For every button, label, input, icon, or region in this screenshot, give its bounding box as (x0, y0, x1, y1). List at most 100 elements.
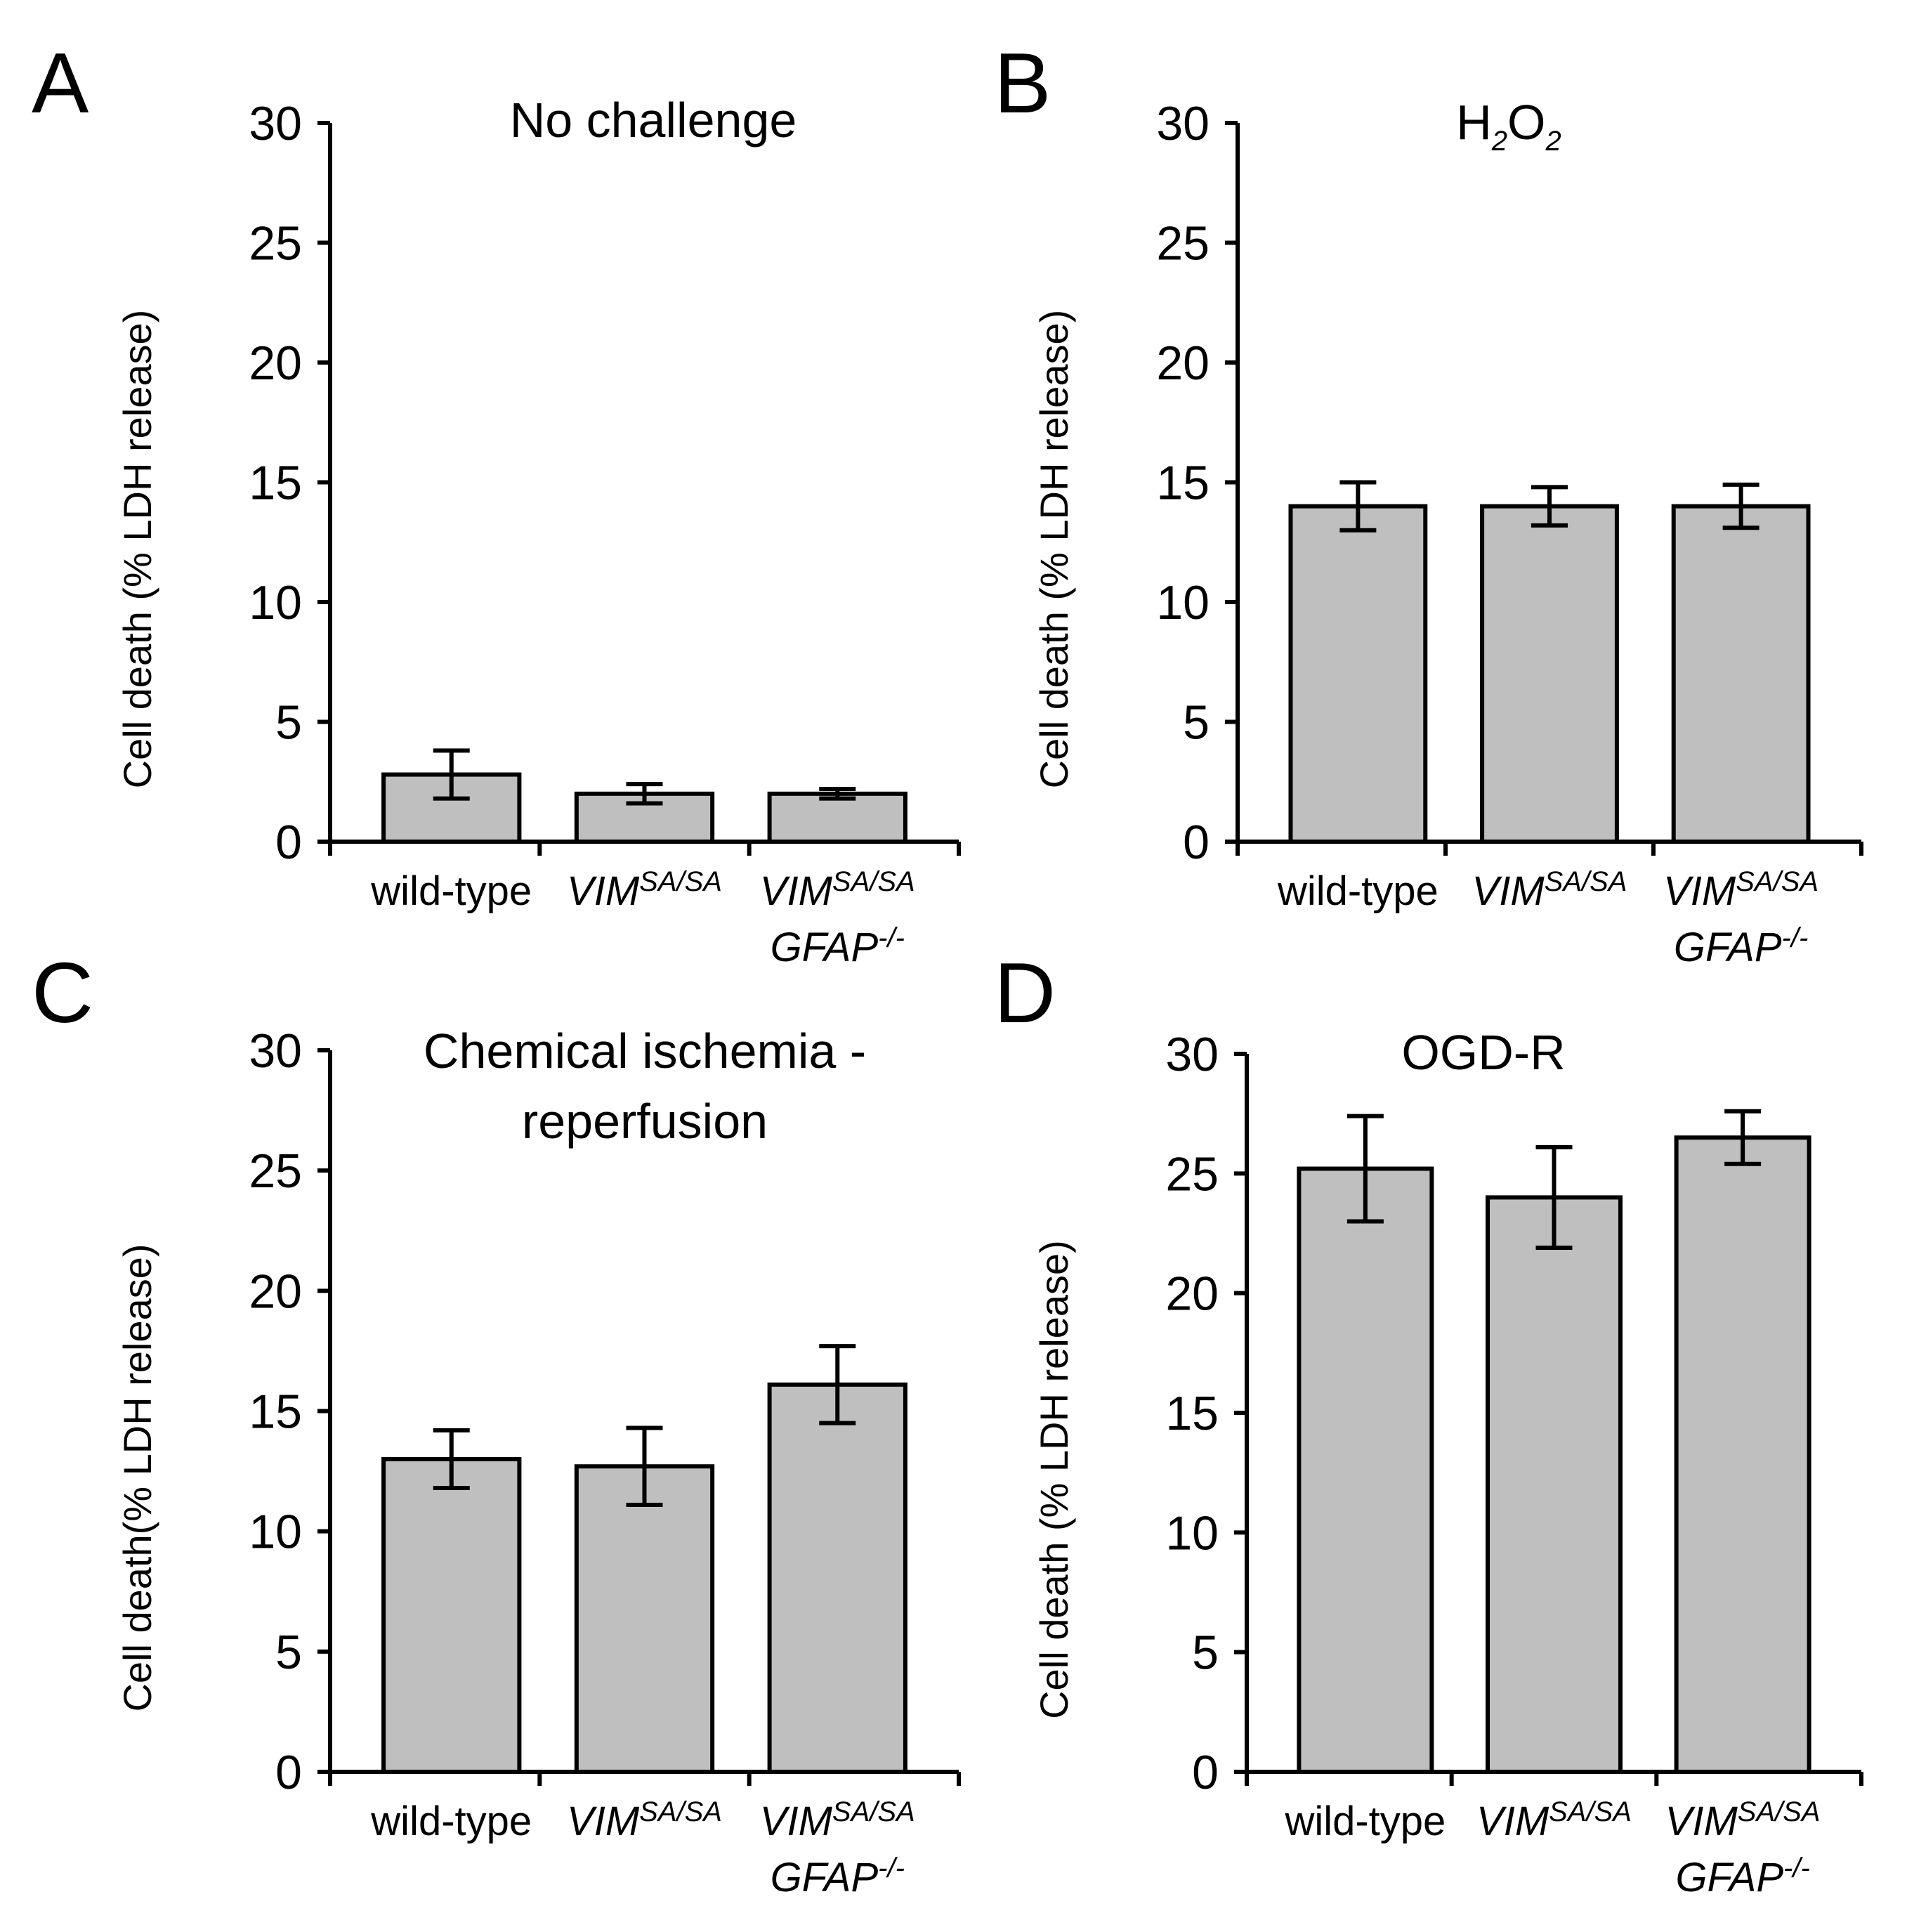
y-tick-label: 5 (1192, 1626, 1219, 1680)
bar (381, 772, 522, 844)
y-tick-label: 0 (1192, 1746, 1219, 1799)
bar (381, 1456, 522, 1774)
bar (767, 1382, 907, 1775)
x-tick-label-gene: VIM (1476, 1799, 1549, 1844)
y-tick-label: 30 (1165, 1028, 1219, 1081)
y-tick-label: 20 (1165, 1267, 1219, 1321)
y-tick-label: 15 (1165, 1387, 1219, 1440)
chart-title: No challenge (510, 93, 797, 148)
bar (574, 1464, 715, 1774)
x-tick-label-gene: GFAP (771, 925, 879, 970)
y-axis-label: Cell death (% LDH release) (1032, 310, 1076, 789)
bar (767, 791, 907, 844)
x-tick-label-superscript: -/- (1783, 1853, 1810, 1884)
x-tick-label-superscript: SA/SA (639, 1796, 722, 1827)
x-tick-label: VIMSA/SA (1665, 1796, 1821, 1844)
x-tick-label: VIMSA/SA (1472, 866, 1627, 914)
panel-letter: C (32, 945, 93, 1040)
panel-letter: D (994, 945, 1056, 1040)
y-tick-label: 5 (275, 1626, 302, 1679)
y-tick-label: 5 (1183, 696, 1210, 750)
x-tick-label-superscript: SA/SA (1738, 1796, 1821, 1827)
y-tick-label: 15 (249, 1385, 302, 1439)
x-tick-label: VIMSA/SA (760, 1796, 915, 1844)
chart-title: Chemical ischemia - reperfusion (424, 1024, 866, 1149)
x-tick-label-gene: VIM (760, 868, 833, 914)
title-subscript: 2 (1545, 126, 1561, 157)
bar (1288, 504, 1428, 844)
chart-title: OGD-R (1401, 1025, 1565, 1080)
y-tick-label: 10 (249, 1506, 302, 1559)
bar (1674, 1135, 1811, 1774)
y-tick-label: 25 (249, 217, 302, 270)
x-tick-label-gene: GFAP (1674, 925, 1782, 970)
x-tick-label-superscript: SA/SA (1549, 1796, 1632, 1827)
y-tick-label: 20 (1156, 337, 1210, 390)
bar (1486, 1195, 1623, 1774)
x-tick-label-gene: VIM (760, 1799, 833, 1844)
x-tick-label: VIMSA/SA (1476, 1796, 1632, 1844)
y-tick-label: 15 (249, 457, 302, 510)
y-tick-label: 0 (275, 816, 302, 869)
y-axis-label: Cell death (% LDH release) (115, 310, 159, 789)
y-tick-label: 10 (1156, 576, 1210, 629)
y-tick-label: 0 (275, 1746, 302, 1799)
x-tick-label: wild-type (370, 868, 532, 914)
bar (1297, 1166, 1434, 1774)
title-subscript: 2 (1491, 126, 1507, 157)
chart-title-line: reperfusion (522, 1094, 768, 1149)
y-tick-label: 20 (249, 337, 302, 390)
x-tick-label: GFAP-/- (1675, 1853, 1809, 1900)
panel-letter: B (994, 35, 1051, 131)
y-tick-label: 10 (1165, 1506, 1219, 1560)
x-tick-label: wild-type (1277, 868, 1439, 914)
x-tick-label-gene: VIM (1663, 868, 1736, 914)
y-tick-label: 30 (249, 97, 302, 150)
y-tick-label: 30 (1156, 97, 1210, 150)
x-tick-label-gene: VIM (567, 868, 640, 914)
x-tick-label-gene: VIM (567, 1799, 640, 1844)
x-tick-label: GFAP-/- (1674, 922, 1808, 970)
title-part: O (1507, 95, 1545, 150)
y-axis-label: Cell death(% LDH release) (115, 1244, 159, 1711)
y-tick-label: 10 (249, 576, 302, 629)
x-tick-label-superscript: -/- (878, 922, 905, 953)
x-tick-label-superscript: -/- (878, 1853, 905, 1884)
x-tick-label-superscript: SA/SA (1736, 866, 1818, 897)
panel-a: A No challenge Cell death (% LDH release) 0… (32, 35, 961, 970)
y-tick-label: 0 (1183, 816, 1210, 869)
chart-title-line: OGD-R (1401, 1025, 1565, 1080)
x-tick-label: VIMSA/SA (567, 866, 722, 914)
x-tick-label-superscript: SA/SA (832, 866, 915, 897)
x-tick-label: wild-type (370, 1799, 532, 1844)
bar (1480, 504, 1619, 844)
chart-title-line: Chemical ischemia - (424, 1024, 866, 1078)
panel-d: D OGD-R Cell death (% LDH release) 0 5 10 15 20… (994, 945, 1863, 1900)
x-tick-label-gene: GFAP (771, 1855, 879, 1900)
x-tick-label: VIMSA/SA (760, 866, 915, 914)
y-tick-label: 30 (249, 1024, 302, 1078)
x-tick-label: VIMSA/SA (567, 1796, 722, 1844)
y-tick-label: 25 (1156, 217, 1210, 270)
x-tick-label: VIMSA/SA (1663, 866, 1818, 914)
y-tick-label: 5 (275, 696, 302, 750)
title-part: H (1456, 95, 1492, 150)
chart-title: H2O2 (1456, 95, 1561, 157)
x-tick-label-superscript: SA/SA (832, 1796, 915, 1827)
panel-c: C Chemical ischemia - reperfusion Cell deat… (32, 945, 961, 1900)
x-tick-label-gene: VIM (1472, 868, 1545, 914)
y-tick-label: 25 (1165, 1147, 1219, 1201)
x-tick-label-superscript: SA/SA (639, 866, 722, 897)
x-tick-label-gene: GFAP (1675, 1855, 1783, 1900)
x-tick-label: wild-type (1284, 1799, 1446, 1844)
x-tick-label-superscript: -/- (1782, 922, 1809, 953)
chart-title-line: No challenge (510, 93, 797, 148)
bar (1671, 504, 1811, 844)
x-tick-label: GFAP-/- (771, 922, 905, 970)
x-tick-label-gene: VIM (1665, 1799, 1738, 1844)
y-tick-label: 20 (249, 1265, 302, 1318)
y-axis-label: Cell death (% LDH release) (1032, 1240, 1076, 1719)
y-tick-label: 15 (1156, 457, 1210, 510)
